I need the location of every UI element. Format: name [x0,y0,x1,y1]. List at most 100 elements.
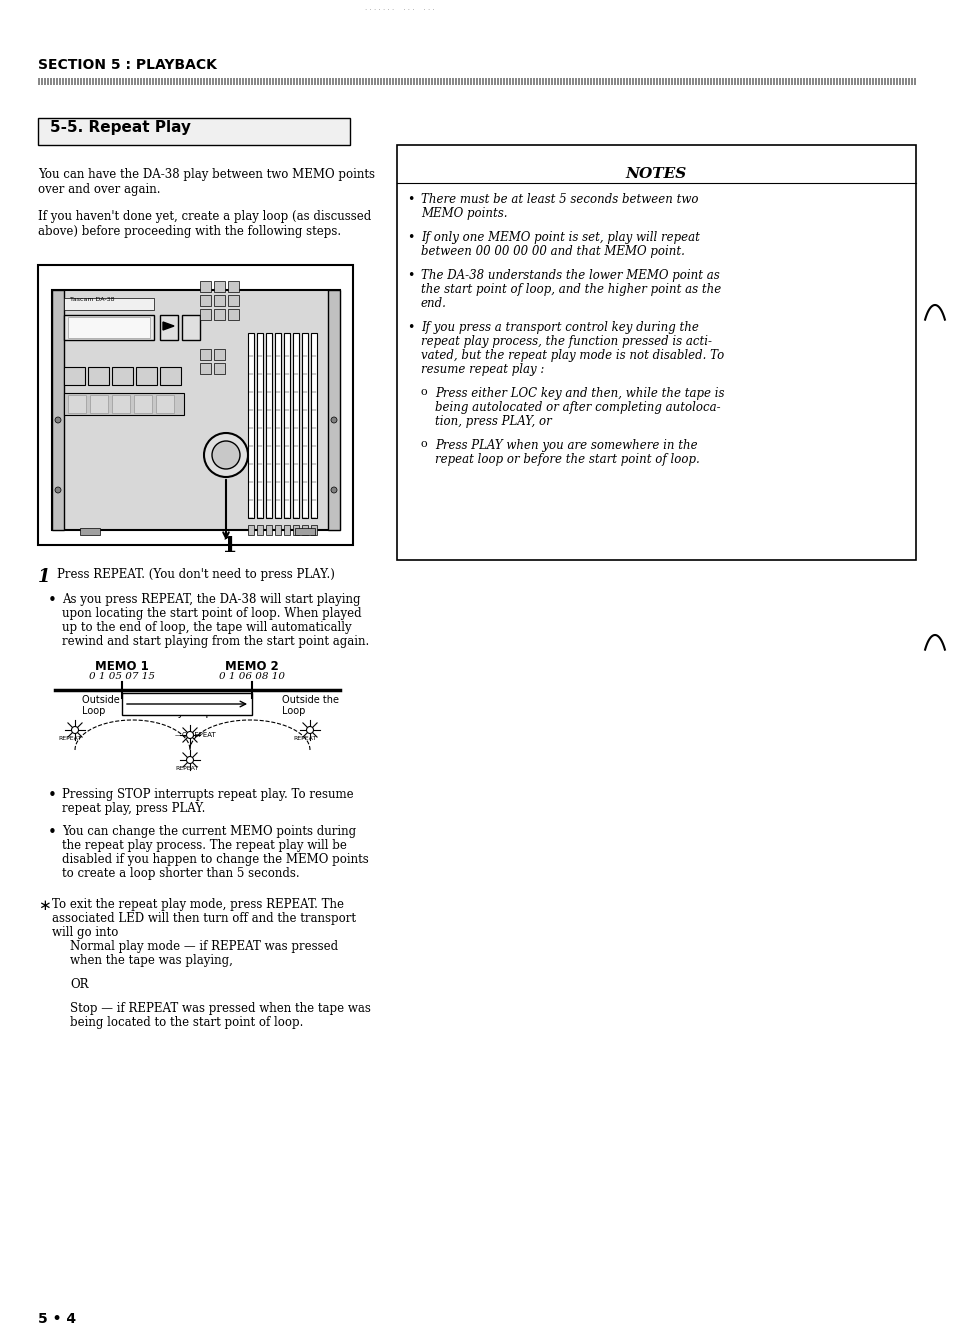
Text: when the tape was playing,: when the tape was playing, [70,954,233,968]
Circle shape [96,395,102,401]
Circle shape [186,757,193,764]
Circle shape [168,395,173,401]
Text: . . . . . . .    . . .    . . .: . . . . . . . . . . . . . [365,5,435,11]
Text: SECTION 5 : PLAYBACK: SECTION 5 : PLAYBACK [38,58,216,72]
Bar [266,333,272,518]
Bar [396,145,915,560]
Text: —O REPEAT: —O REPEAT [174,731,215,738]
Bar [38,118,350,145]
Text: If you haven't done yet, create a play loop (as discussed: If you haven't done yet, create a play l… [38,209,371,223]
Text: the start point of loop, and the higher point as the: the start point of loop, and the higher … [420,283,720,297]
Text: •: • [407,193,414,207]
Text: The DA-38 understands the lower MEMO point as: The DA-38 understands the lower MEMO poi… [420,268,719,282]
Text: above) before proceeding with the following steps.: above) before proceeding with the follow… [38,225,341,238]
Bar [200,349,211,360]
Text: up to the end of loop, the tape will automatically: up to the end of loop, the tape will aut… [62,621,352,633]
Text: being located to the start point of loop.: being located to the start point of loop… [70,1016,303,1029]
Text: Normal play mode — if REPEAT was pressed: Normal play mode — if REPEAT was pressed [70,939,337,953]
Bar [228,295,239,306]
Text: Press PLAY when you are somewhere in the: Press PLAY when you are somewhere in the [435,439,697,452]
Text: •: • [407,231,414,244]
Bar [200,280,211,293]
Bar [284,525,290,535]
Text: resume repeat play :: resume repeat play : [420,362,544,376]
Text: •: • [407,321,414,334]
Circle shape [55,487,61,493]
Text: If only one MEMO point is set, play will repeat: If only one MEMO point is set, play will… [420,231,700,244]
Bar [133,395,152,413]
Text: Press either LOC key and then, while the tape is: Press either LOC key and then, while the… [435,386,723,400]
Text: 0 1 06 08 10: 0 1 06 08 10 [219,672,285,680]
Bar [200,295,211,306]
Text: Outside the: Outside the [282,695,338,705]
Text: NOTES: NOTES [625,166,686,181]
Text: upon locating the start point of loop. When played: upon locating the start point of loop. W… [62,607,361,620]
Text: There must be at least 5 seconds between two: There must be at least 5 seconds between… [420,193,698,207]
Text: •: • [48,788,57,803]
Text: 1: 1 [38,568,51,586]
Text: o: o [420,386,427,397]
Text: You can change the current MEMO points during: You can change the current MEMO points d… [62,825,355,837]
Text: To exit the repeat play mode, press REPEAT. The: To exit the repeat play mode, press REPE… [52,898,344,911]
Bar [64,393,184,415]
Text: Press REPEAT. (You don't need to press PLAY.): Press REPEAT. (You don't need to press P… [57,568,335,581]
Text: 1: 1 [221,535,236,557]
Bar [64,315,153,340]
Bar [213,280,225,293]
Bar [266,525,272,535]
Text: If you press a transport control key during the: If you press a transport control key dur… [420,321,699,334]
Text: ∗: ∗ [38,898,51,913]
Bar [213,362,225,374]
Text: REPEAT: REPEAT [293,735,315,741]
Text: MEMO points.: MEMO points. [420,207,507,220]
Bar [293,333,298,518]
Bar [284,333,290,518]
Text: 5-5. Repeat Play: 5-5. Repeat Play [50,119,191,136]
Text: Loop: Loop [82,706,105,717]
Bar [294,527,314,535]
Bar [90,395,108,413]
Polygon shape [163,322,173,330]
Bar [122,692,252,715]
Circle shape [186,731,193,738]
Bar [200,362,211,374]
Text: to create a loop shorter than 5 seconds.: to create a loop shorter than 5 seconds. [62,867,299,880]
Text: 0 1 05 07 15: 0 1 05 07 15 [89,672,154,680]
Text: will go into: will go into [52,926,118,939]
Circle shape [120,395,126,401]
Bar [228,280,239,293]
Bar [248,525,253,535]
Text: repeat play process, the function pressed is acti-: repeat play process, the function presse… [420,336,711,348]
Circle shape [71,395,78,401]
Bar [302,525,308,535]
Bar [64,298,153,310]
Bar [160,366,181,385]
Text: associated LED will then turn off and the transport: associated LED will then turn off and th… [52,913,355,925]
Bar [112,395,130,413]
Text: disabled if you happen to change the MEMO points: disabled if you happen to change the MEM… [62,854,369,866]
Bar [213,309,225,319]
Bar [38,264,353,545]
Text: •: • [48,825,57,840]
Bar [52,290,64,530]
Circle shape [331,417,336,423]
Text: •: • [48,593,57,608]
Bar [68,317,150,338]
Bar [80,527,100,535]
Bar [328,290,339,530]
Bar [64,366,85,385]
Text: repeat loop or before the start point of loop.: repeat loop or before the start point of… [435,454,699,466]
Text: MEMO 2: MEMO 2 [225,660,278,672]
Circle shape [331,487,336,493]
Bar [256,333,263,518]
Text: Outside the: Outside the [82,695,139,705]
Text: end.: end. [420,297,446,310]
Circle shape [144,395,150,401]
Bar [293,525,298,535]
Bar [88,366,109,385]
Text: tion, press PLAY, or: tion, press PLAY, or [435,415,551,428]
Text: You can have the DA-38 play between two MEMO points: You can have the DA-38 play between two … [38,168,375,181]
Circle shape [212,442,240,468]
Text: •: • [407,268,414,282]
Bar [112,366,132,385]
